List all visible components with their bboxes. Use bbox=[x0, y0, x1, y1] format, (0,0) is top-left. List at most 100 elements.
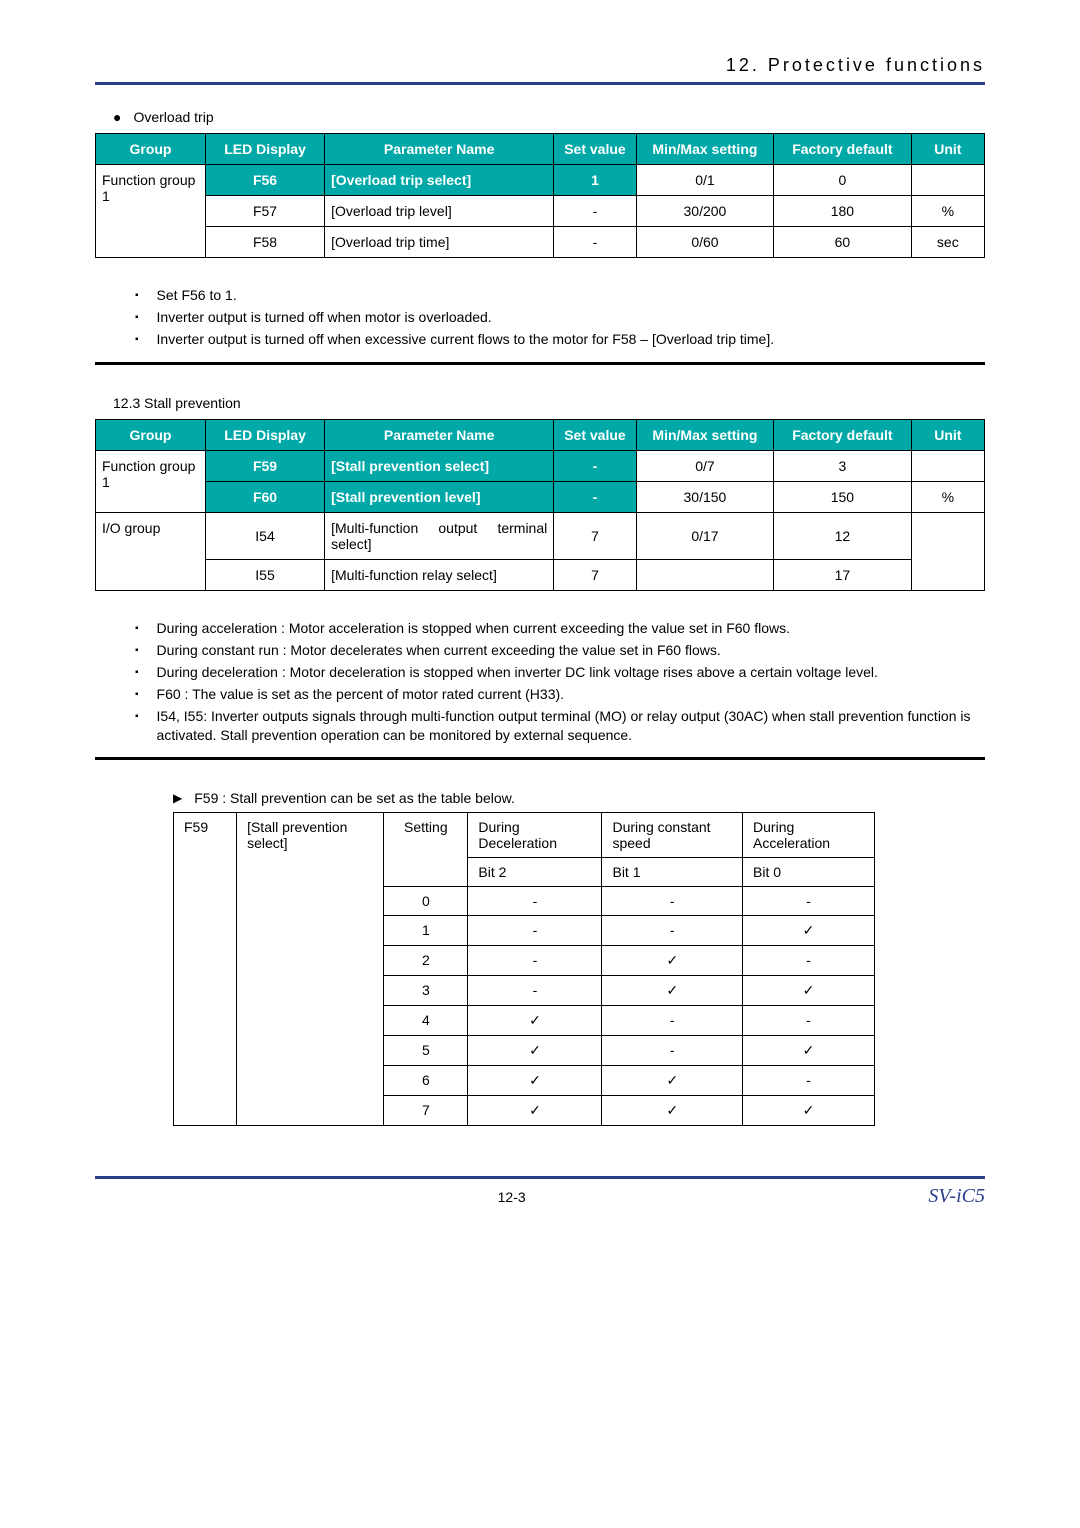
note-text: During constant run : Motor decelerates … bbox=[157, 641, 985, 660]
factory-default-cell: 180 bbox=[774, 196, 911, 227]
bit-value-cell: - bbox=[602, 1005, 743, 1035]
section-2-notes: ▪ During acceleration : Motor acceleratio… bbox=[95, 611, 985, 760]
led-cell: I54 bbox=[205, 513, 324, 560]
note-line: ▪During deceleration : Motor deceleratio… bbox=[135, 663, 985, 683]
note-text: F60 : The value is set as the percent of… bbox=[157, 685, 985, 704]
stall-prevention-table: Group LED Display Parameter Name Set val… bbox=[95, 419, 985, 591]
bit-col-header: During Acceleration bbox=[743, 812, 875, 857]
unit-cell bbox=[911, 513, 984, 591]
param-name-cell: [Multi-function output terminal select] bbox=[325, 513, 554, 560]
note-line: ▪ During constant run : Motor decelerates… bbox=[135, 641, 985, 661]
bit-label: Bit 0 bbox=[743, 857, 875, 886]
page-footer: 12-3 SV-iC5 bbox=[95, 1176, 985, 1208]
bit-value-cell: - bbox=[743, 1065, 875, 1095]
set-value-cell: - bbox=[554, 451, 636, 482]
bit-value-cell: ✓ bbox=[602, 1065, 743, 1095]
bit-value-cell: ✓ bbox=[743, 975, 875, 1005]
bit-value-cell: - bbox=[468, 915, 602, 945]
bit-name-cell: [Stall prevention select] bbox=[237, 812, 384, 1125]
note-text: Set F56 to 1. bbox=[157, 286, 985, 305]
note-text: I54, I55: Inverter outputs signals throu… bbox=[157, 707, 985, 745]
bit-setting-cell: 0 bbox=[384, 886, 468, 915]
bit-value-cell: - bbox=[602, 915, 743, 945]
set-value-cell: - bbox=[554, 196, 636, 227]
square-bullet-icon: ▪ bbox=[135, 330, 139, 350]
led-cell: F60 bbox=[205, 482, 324, 513]
bit-value-cell: - bbox=[468, 975, 602, 1005]
note-text: Inverter output is turned off when motor… bbox=[157, 308, 985, 327]
page-number: 12-3 bbox=[498, 1189, 526, 1205]
factory-default-cell: 0 bbox=[774, 165, 911, 196]
bit-col-header: During Deceleration bbox=[468, 812, 602, 857]
th-sv: Set value bbox=[554, 134, 636, 165]
bit-value-cell: ✓ bbox=[602, 1095, 743, 1125]
minmax-cell: 0/7 bbox=[636, 451, 773, 482]
minmax-cell: 0/60 bbox=[636, 227, 773, 258]
note-line: ▪ During acceleration : Motor acceleratio… bbox=[135, 619, 985, 639]
th-led: LED Display bbox=[205, 134, 324, 165]
bit-value-cell: - bbox=[602, 886, 743, 915]
th2-group: Group bbox=[96, 420, 206, 451]
set-value-cell: 7 bbox=[554, 513, 636, 560]
bullet-dot: ● bbox=[113, 109, 121, 125]
bit-value-cell: - bbox=[468, 945, 602, 975]
bit-value-cell: ✓ bbox=[468, 1035, 602, 1065]
minmax-cell: 0/1 bbox=[636, 165, 773, 196]
bit-value-cell: ✓ bbox=[602, 945, 743, 975]
minmax-cell bbox=[636, 560, 773, 591]
bit-code-cell: F59 bbox=[174, 812, 237, 1125]
set-value-cell: 1 bbox=[554, 165, 636, 196]
th2-led: LED Display bbox=[205, 420, 324, 451]
square-bullet-icon: ▪ bbox=[135, 707, 139, 727]
th2-fd: Factory default bbox=[774, 420, 911, 451]
group-cell: Function group 1 bbox=[96, 165, 206, 258]
th2-unit: Unit bbox=[911, 420, 984, 451]
square-bullet-icon: ▪ bbox=[135, 663, 139, 683]
unit-cell bbox=[911, 165, 984, 196]
bit-label: Bit 1 bbox=[602, 857, 743, 886]
unit-cell bbox=[911, 451, 984, 482]
bit-col-header: During constant speed bbox=[602, 812, 743, 857]
param-name-cell: [Stall prevention select] bbox=[325, 451, 554, 482]
section-1-notes: ▪Set F56 to 1.▪Inverter output is turned… bbox=[95, 278, 985, 365]
model-label: SV-iC5 bbox=[928, 1185, 985, 1208]
note-text: Inverter output is turned off when exces… bbox=[157, 330, 985, 349]
note-line: ▪ Inverter output is turned off when exce… bbox=[135, 330, 985, 350]
th-unit: Unit bbox=[911, 134, 984, 165]
bit-value-cell: - bbox=[468, 886, 602, 915]
note-line: ▪ Inverter output is turned off when moto… bbox=[135, 308, 985, 328]
bit-value-cell: - bbox=[743, 886, 875, 915]
square-bullet-icon: ▪ bbox=[135, 619, 139, 639]
led-cell: F59 bbox=[205, 451, 324, 482]
led-cell: F56 bbox=[205, 165, 324, 196]
param-name-cell: [Overload trip level] bbox=[325, 196, 554, 227]
triangle-icon: ▶ bbox=[173, 791, 182, 805]
param-name-cell: [Stall prevention level] bbox=[325, 482, 554, 513]
th2-pn: Parameter Name bbox=[325, 420, 554, 451]
page-header: 12. Protective functions bbox=[95, 55, 985, 85]
bit-section-intro: ▶ F59 : Stall prevention can be set as t… bbox=[173, 790, 985, 806]
th-mm: Min/Max setting bbox=[636, 134, 773, 165]
note-line: ▪ I54, I55: Inverter outputs signals thro… bbox=[135, 707, 985, 745]
section-2-label: 12.3 Stall prevention bbox=[113, 395, 985, 411]
bit-setting-cell: 2 bbox=[384, 945, 468, 975]
th-group: Group bbox=[96, 134, 206, 165]
square-bullet-icon: ▪ bbox=[135, 685, 139, 705]
note-line: ▪Set F56 to 1. bbox=[135, 286, 985, 306]
section-1-title: ● Overload trip bbox=[113, 109, 985, 125]
note-text: During acceleration : Motor acceleration… bbox=[157, 619, 985, 638]
factory-default-cell: 12 bbox=[774, 513, 911, 560]
bit-value-cell: - bbox=[743, 1005, 875, 1035]
param-name-cell: [Multi-function relay select] bbox=[325, 560, 554, 591]
section-1-label: Overload trip bbox=[133, 109, 213, 125]
bit-value-cell: ✓ bbox=[468, 1095, 602, 1125]
led-cell: F58 bbox=[205, 227, 324, 258]
square-bullet-icon: ▪ bbox=[135, 641, 139, 661]
th-pn: Parameter Name bbox=[325, 134, 554, 165]
th-fd: Factory default bbox=[774, 134, 911, 165]
set-value-cell: 7 bbox=[554, 560, 636, 591]
factory-default-cell: 3 bbox=[774, 451, 911, 482]
bit-setting-cell: 5 bbox=[384, 1035, 468, 1065]
square-bullet-icon: ▪ bbox=[135, 308, 139, 328]
factory-default-cell: 17 bbox=[774, 560, 911, 591]
